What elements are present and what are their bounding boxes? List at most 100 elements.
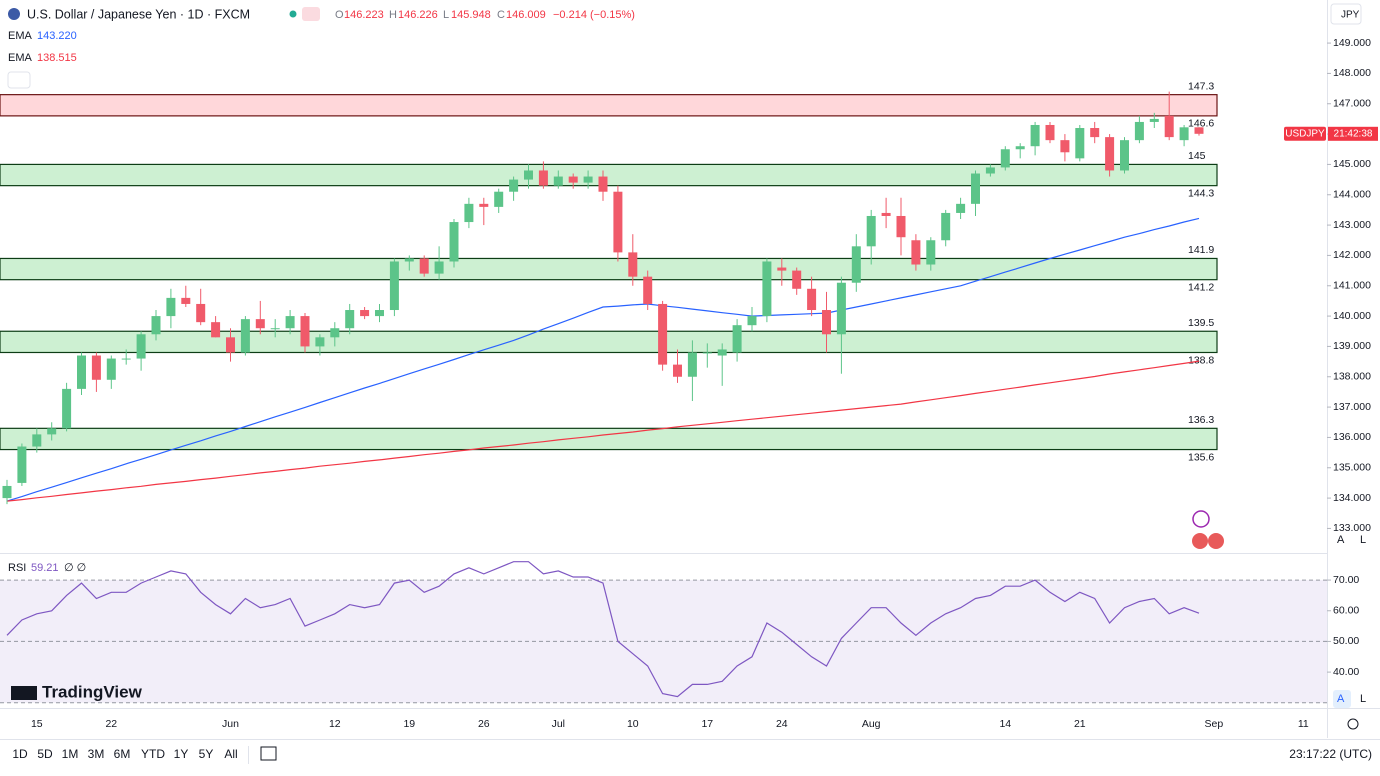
candle-body <box>851 246 861 283</box>
candle-body <box>702 352 712 354</box>
x-tick-label: Aug <box>862 718 881 730</box>
zone <box>0 330 1218 354</box>
candle-body <box>822 310 831 335</box>
rsi-name: RSI <box>8 562 26 574</box>
settings-icon[interactable] <box>1347 718 1359 730</box>
candle-body <box>777 267 787 271</box>
calendar-icon[interactable] <box>260 746 277 761</box>
ohlc-key: O <box>335 9 344 21</box>
y-tick-label: 133.000 <box>1333 522 1371 534</box>
range-button[interactable]: 1M <box>62 747 79 761</box>
y-tick-label: 137.000 <box>1333 401 1371 413</box>
ohlc-value: 146.226 <box>398 9 438 21</box>
candle-body <box>792 270 802 289</box>
scale-button[interactable]: A <box>1337 693 1345 705</box>
candle-body <box>956 203 966 213</box>
candle-body <box>1134 121 1144 141</box>
range-button[interactable]: YTD <box>141 747 165 761</box>
currency-button[interactable] <box>1330 3 1362 25</box>
candle-body <box>807 288 817 311</box>
candle-body <box>1105 137 1115 171</box>
logo: TradingView <box>42 682 143 701</box>
event-icon[interactable] <box>1192 510 1210 528</box>
candle-body <box>121 358 131 360</box>
y-tick-label: 147.000 <box>1333 98 1371 110</box>
candle-body <box>1075 128 1085 159</box>
clock: 23:17:22 (UTC) <box>1289 747 1372 761</box>
candle-body <box>181 297 191 304</box>
zone-label: 136.3 <box>1188 414 1214 426</box>
candle-body <box>911 240 921 265</box>
y-tick-label: 134.000 <box>1333 492 1371 504</box>
candle-body <box>404 258 414 262</box>
x-tick-label: 26 <box>478 718 490 730</box>
candle-body <box>449 222 459 262</box>
candle-body <box>77 355 86 389</box>
y-tick-label: 140.000 <box>1333 310 1371 322</box>
candle-body <box>613 191 623 253</box>
candle-body <box>479 203 489 207</box>
ohlc-key: H <box>389 9 397 21</box>
scale-button[interactable]: L <box>1360 693 1366 705</box>
line-series <box>6 217 1200 502</box>
candle-body <box>568 176 578 183</box>
candle-body <box>1060 140 1070 153</box>
candle-body <box>389 261 399 311</box>
candle-body <box>509 179 519 192</box>
candle-body <box>240 319 250 353</box>
candle-body <box>524 170 533 180</box>
candle-body <box>91 355 101 380</box>
currency: JPY <box>1341 10 1360 21</box>
range-button[interactable]: 6M <box>114 747 131 761</box>
candle-body <box>1045 124 1055 141</box>
flag-icon[interactable] <box>1192 533 1208 549</box>
legend-value: 138.515 <box>37 52 77 64</box>
y-tick-label: 70.00 <box>1333 574 1359 586</box>
zone-label: 141.9 <box>1188 244 1214 256</box>
candle-body <box>285 316 295 329</box>
candle-body <box>1030 124 1040 147</box>
scale-button[interactable]: A <box>1337 534 1345 546</box>
candle-body <box>1164 115 1174 138</box>
range-button[interactable]: All <box>224 747 237 761</box>
x-tick-label: 11 <box>1298 718 1309 730</box>
y-tick-label: 142.000 <box>1333 249 1371 261</box>
candle-body <box>47 428 57 435</box>
candle-body <box>643 276 653 304</box>
candle-body <box>106 358 116 380</box>
line-series <box>6 561 1200 698</box>
flag-icon[interactable] <box>1208 533 1224 549</box>
collapse-button[interactable] <box>7 71 31 89</box>
zone-label: 144.3 <box>1188 187 1214 199</box>
candle-body <box>494 191 504 207</box>
range-button[interactable]: 1D <box>12 747 28 761</box>
x-tick-label: Sep <box>1205 718 1224 730</box>
ohlc-value: 146.009 <box>506 9 546 21</box>
candle-body <box>1149 118 1159 122</box>
ohlc-value: 146.223 <box>344 9 384 21</box>
x-tick-label: 21 <box>1074 718 1086 730</box>
rsi-value: 59.21 <box>31 562 59 574</box>
x-tick-label: 19 <box>403 718 415 730</box>
range-button[interactable]: 3M <box>88 747 105 761</box>
delay-badge[interactable] <box>302 7 320 21</box>
candle-body <box>434 261 444 274</box>
range-button[interactable]: 5Y <box>199 747 214 761</box>
legend-value: 143.220 <box>37 30 77 42</box>
y-tick-label: 138.000 <box>1333 371 1371 383</box>
rsi-band <box>0 580 1327 703</box>
candle-body <box>32 434 42 447</box>
candle-body <box>985 167 995 174</box>
candle-body <box>836 282 846 335</box>
candle-body <box>628 252 638 277</box>
range-button[interactable]: 1Y <box>174 747 189 761</box>
scale-button[interactable]: L <box>1360 534 1366 546</box>
candle-body <box>2 485 12 499</box>
candle-body <box>1194 127 1204 134</box>
candle-body <box>17 446 27 483</box>
x-tick-label: 22 <box>105 718 117 730</box>
zone-label: 145 <box>1188 150 1206 162</box>
candle-body <box>166 297 176 317</box>
y-tick-label: 148.000 <box>1333 67 1371 79</box>
range-button[interactable]: 5D <box>37 747 53 761</box>
